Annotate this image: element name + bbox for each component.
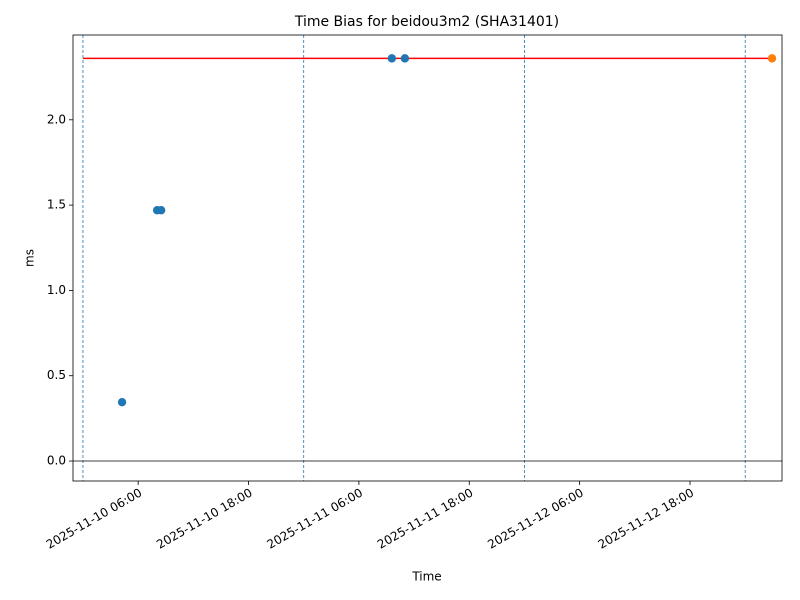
point <box>400 54 410 63</box>
y-tick-label: 0.5 <box>47 368 66 382</box>
point <box>767 54 777 63</box>
point <box>387 54 397 63</box>
chart-title: Time Bias for beidou3m2 (SHA31401) <box>294 14 559 30</box>
y-tick-label: 0.0 <box>47 454 66 468</box>
y-axis-label: ms <box>23 249 37 267</box>
plot-frame <box>72 34 783 482</box>
point <box>156 206 166 215</box>
y-tick-label: 1.5 <box>47 198 66 212</box>
y-tick-label: 1.0 <box>47 283 66 297</box>
y-tick-label: 2.0 <box>47 112 66 126</box>
x-axis-label: Time <box>411 570 441 584</box>
point <box>117 397 127 407</box>
